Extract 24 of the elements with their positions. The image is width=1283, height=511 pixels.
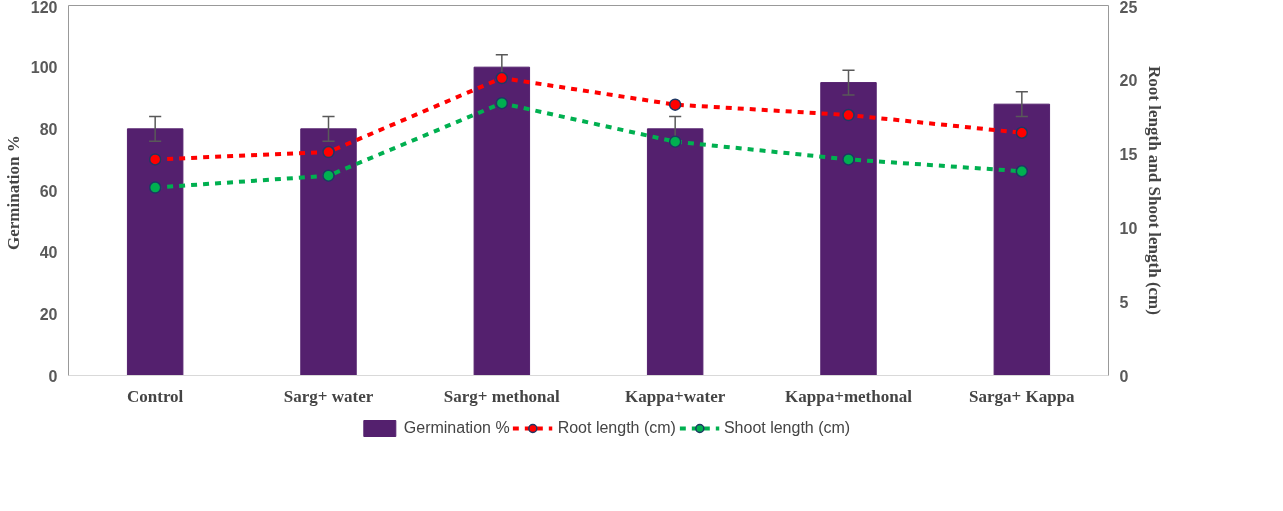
y-tick-label: 40 <box>39 244 58 262</box>
y2-tick-label: 0 <box>1119 367 1129 385</box>
y-axis-title: Germination % <box>3 135 23 250</box>
y2-tick-label: 5 <box>1119 293 1129 311</box>
x-tick-label: Sarg+ methonal <box>443 386 561 406</box>
y2-tick-label: 25 <box>1119 0 1138 16</box>
x-tick-label: Kappa+water <box>624 386 726 406</box>
y2-tick-label: 10 <box>1119 219 1138 237</box>
x-tick-label: Sarg+ water <box>283 386 374 406</box>
y2-tick-label: 15 <box>1119 145 1138 163</box>
legend-label: Shoot length (cm) <box>723 419 851 437</box>
legend-label: Root length (cm) <box>557 419 676 437</box>
y-tick-label: 100 <box>30 59 58 77</box>
y-tick-label: 80 <box>39 120 58 138</box>
y-tick-label: 60 <box>39 182 58 200</box>
y-tick-label: 120 <box>30 0 58 16</box>
y-tick-label: 0 <box>48 367 58 385</box>
x-tick-label: Kappa+methonal <box>785 386 913 406</box>
y2-tick-label: 20 <box>1119 71 1138 89</box>
legend-label: Germination % <box>403 419 510 437</box>
y2-axis-title: Root length and Shoot length (cm) <box>1145 66 1165 315</box>
x-tick-label: Sarga+ Kappa <box>969 386 1076 406</box>
y-tick-label: 20 <box>39 305 58 323</box>
x-tick-label: Control <box>126 386 184 406</box>
